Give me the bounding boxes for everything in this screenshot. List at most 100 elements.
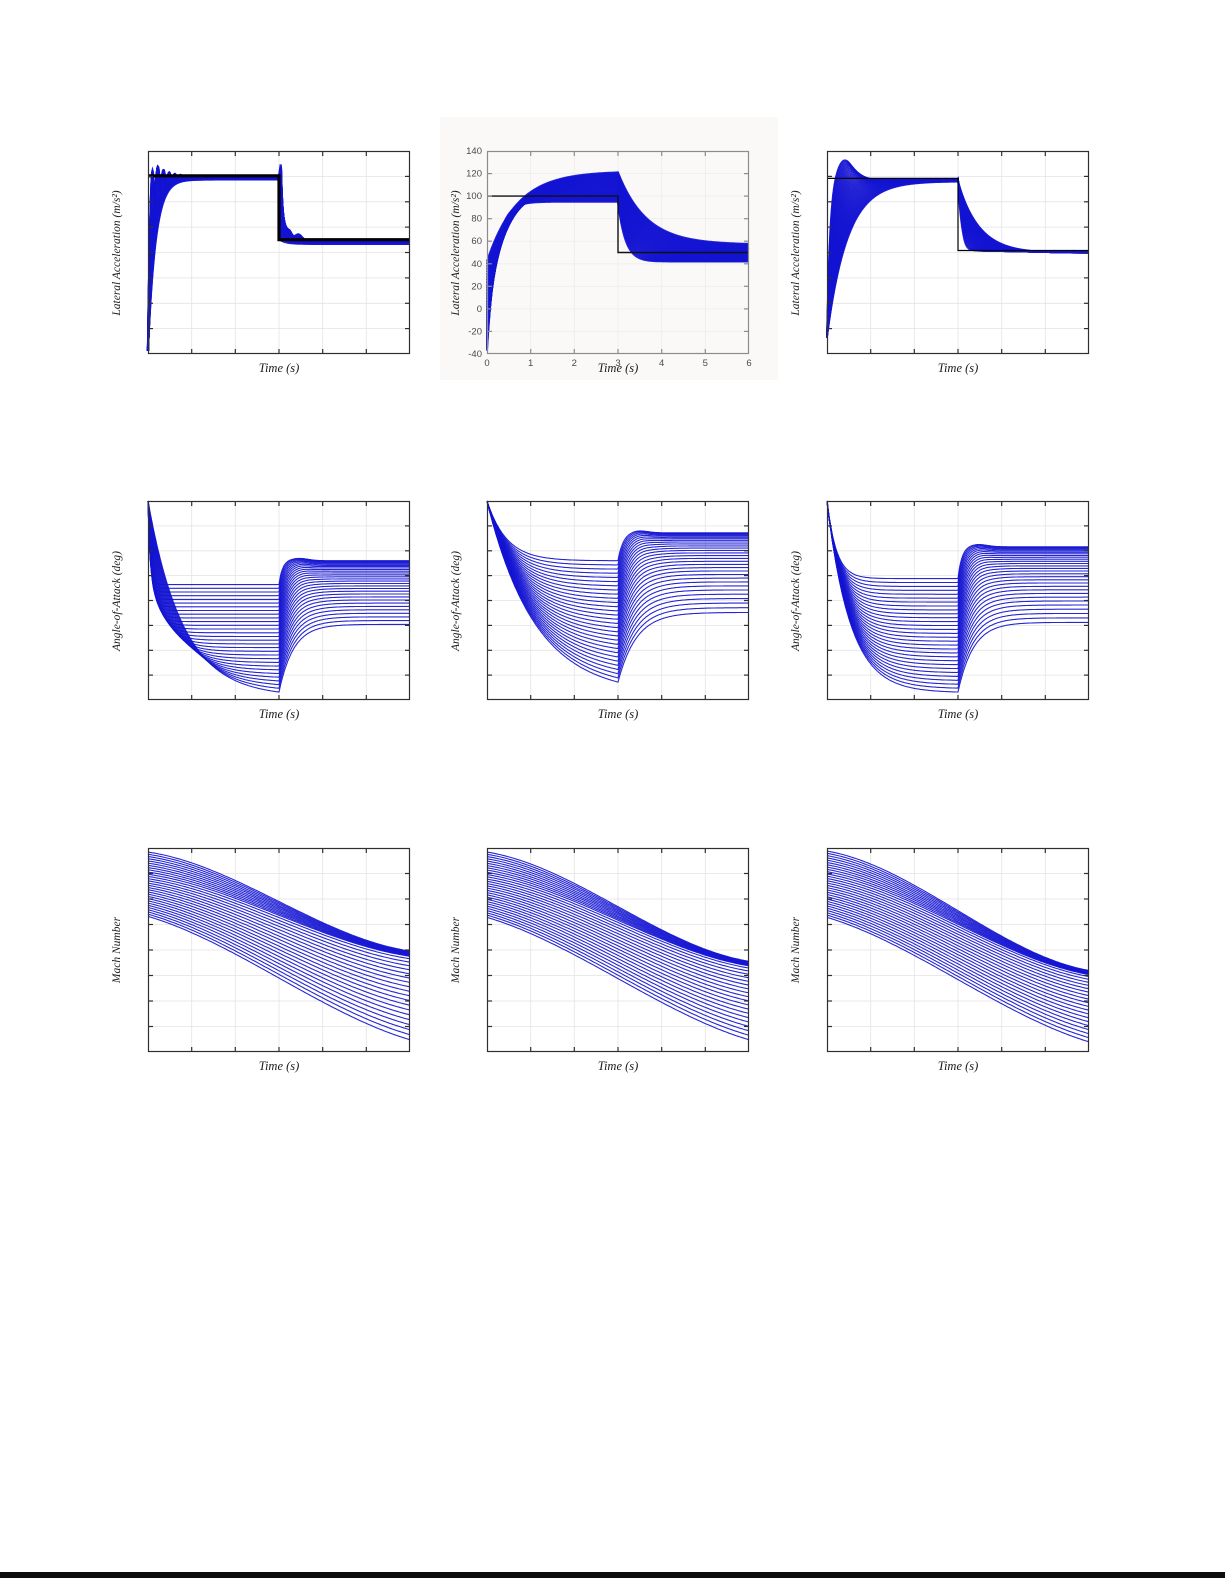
- svg-text:6: 6: [746, 358, 751, 369]
- curve-family: [826, 850, 1090, 1043]
- page-bottom-rule: [0, 1572, 1225, 1578]
- plot-canvas: [826, 500, 1090, 701]
- y-axis-label: Lateral Acceleration (m/s²): [111, 190, 123, 315]
- curve-family: [826, 500, 1089, 693]
- y-axis-label: Lateral Acceleration (m/s²): [450, 190, 462, 315]
- y-axis-label-text: Angle-of-Attack (deg): [450, 550, 462, 651]
- y-axis-label-text: Angle-of-Attack (deg): [111, 550, 123, 651]
- y-axis-label-text: Mach Number: [450, 916, 462, 984]
- x-axis-label-text: Time (s): [597, 1059, 639, 1073]
- y-axis-label-text: Angle-of-Attack (deg): [790, 550, 802, 651]
- reference-step-line: [148, 174, 410, 242]
- plot-canvas: [147, 500, 411, 701]
- plot-area: [486, 847, 750, 1053]
- reference-step-line: [827, 177, 1089, 252]
- axes-box: [826, 500, 1090, 701]
- svg-text:40: 40: [471, 259, 482, 270]
- reference-step-line: [487, 195, 749, 254]
- svg-text:-20: -20: [468, 326, 482, 337]
- subplot-mach-number-2: Mach Number Time (s): [450, 847, 750, 1073]
- plot-canvas: [826, 150, 1090, 355]
- axes-box: [147, 150, 411, 355]
- svg-text:100: 100: [466, 191, 482, 202]
- grid-lines: [827, 848, 1089, 1052]
- x-axis-label: Time (s): [148, 361, 410, 376]
- curve-family: [147, 500, 410, 693]
- subplot-angle-of-attack-3: Angle-of-Attack (deg) Time (s): [790, 500, 1090, 721]
- plot-area: [826, 150, 1090, 355]
- plot-area: [147, 500, 411, 701]
- axes-box: [147, 847, 411, 1053]
- x-axis-label-text: Time (s): [597, 707, 639, 721]
- svg-text:4: 4: [659, 358, 664, 369]
- svg-text:-40: -40: [468, 349, 482, 360]
- y-axis-label: Lateral Acceleration (m/s²): [790, 190, 802, 315]
- x-axis-label: Time (s): [827, 707, 1089, 722]
- x-axis-label-text: Time (s): [597, 361, 639, 375]
- plot-area: [147, 847, 411, 1053]
- y-axis-label-text: Mach Number: [111, 916, 123, 984]
- x-axis-label: Time (s): [148, 1059, 410, 1074]
- svg-text:5: 5: [703, 358, 708, 369]
- subplot-mach-number-1: Mach Number Time (s): [111, 847, 411, 1073]
- x-axis-label: Time (s): [487, 361, 749, 376]
- y-axis-label: Mach Number: [111, 917, 123, 983]
- x-axis-label-text: Time (s): [937, 361, 979, 375]
- svg-text:120: 120: [466, 169, 482, 180]
- plot-area: [826, 500, 1090, 701]
- svg-text:2: 2: [572, 358, 577, 369]
- y-axis-label-text: Lateral Acceleration (m/s²): [790, 189, 802, 316]
- x-axis-label: Time (s): [487, 1059, 749, 1074]
- curve-family: [486, 851, 750, 1041]
- axes-box: [486, 150, 750, 355]
- plot-canvas: [826, 847, 1090, 1053]
- y-axis-label: Angle-of-Attack (deg): [790, 551, 802, 651]
- svg-text:20: 20: [471, 281, 482, 292]
- curve-family: [147, 851, 411, 1041]
- y-axis-label: Mach Number: [790, 917, 802, 983]
- svg-text:0: 0: [477, 304, 482, 315]
- subplot-lateral-accel-3: Lateral Acceleration (m/s²) Time (s): [790, 150, 1090, 375]
- subplot-angle-of-attack-1: Angle-of-Attack (deg) Time (s): [111, 500, 411, 721]
- tick-labels: -40 -20 0 20 40 60 80 100 120 140 0 1 2 3 4 5 6: [466, 146, 752, 369]
- x-axis-label-text: Time (s): [937, 707, 979, 721]
- axes-box: [826, 150, 1090, 355]
- plot-canvas: [486, 500, 750, 701]
- svg-text:80: 80: [471, 214, 482, 225]
- subplot-angle-of-attack-2: Angle-of-Attack (deg) Time (s): [450, 500, 750, 721]
- axes-box: [486, 500, 750, 701]
- axes-box: [147, 500, 411, 701]
- plot-canvas: [147, 847, 411, 1053]
- y-axis-label: Angle-of-Attack (deg): [111, 551, 123, 651]
- y-axis-label: Mach Number: [450, 917, 462, 983]
- axes-box: [826, 847, 1090, 1053]
- y-axis-label-text: Lateral Acceleration (m/s²): [111, 189, 123, 316]
- plot-area: [146, 150, 411, 355]
- subplot-lateral-accel-1: Lateral Acceleration (m/s²) Time (s): [111, 150, 411, 375]
- plot-area: [826, 847, 1090, 1053]
- plot-area: -40 -20 0 20 40 60 80 100 120 140 0 1 2 3 4 5 6: [466, 146, 752, 369]
- svg-text:140: 140: [466, 146, 482, 157]
- x-axis-label-text: Time (s): [258, 361, 300, 375]
- plot-canvas: [146, 150, 411, 355]
- x-axis-label-text: Time (s): [937, 1059, 979, 1073]
- x-axis-label: Time (s): [827, 1059, 1089, 1074]
- plot-area: [486, 500, 750, 701]
- y-axis-label: Angle-of-Attack (deg): [450, 551, 462, 651]
- x-axis-label: Time (s): [827, 361, 1089, 376]
- x-axis-label: Time (s): [148, 707, 410, 722]
- svg-text:3: 3: [615, 358, 620, 369]
- y-axis-label-text: Mach Number: [790, 916, 802, 984]
- curve-family: [486, 500, 749, 683]
- svg-text:0: 0: [484, 358, 489, 369]
- plot-canvas: [486, 847, 750, 1053]
- axes-box: [486, 847, 750, 1053]
- svg-text:1: 1: [528, 358, 533, 369]
- subplot-lateral-accel-2: Lateral Acceleration (m/s²) -40 -20 0 20 40 6…: [450, 146, 752, 375]
- subplot-mach-number-3: Mach Number Time (s): [790, 847, 1090, 1073]
- x-axis-label-text: Time (s): [258, 1059, 300, 1073]
- svg-text:60: 60: [471, 236, 482, 247]
- x-axis-label: Time (s): [487, 707, 749, 722]
- plot-canvas: -40 -20 0 20 40 60 80 100 120 140 0 1 2 3 4 5 6: [466, 146, 752, 369]
